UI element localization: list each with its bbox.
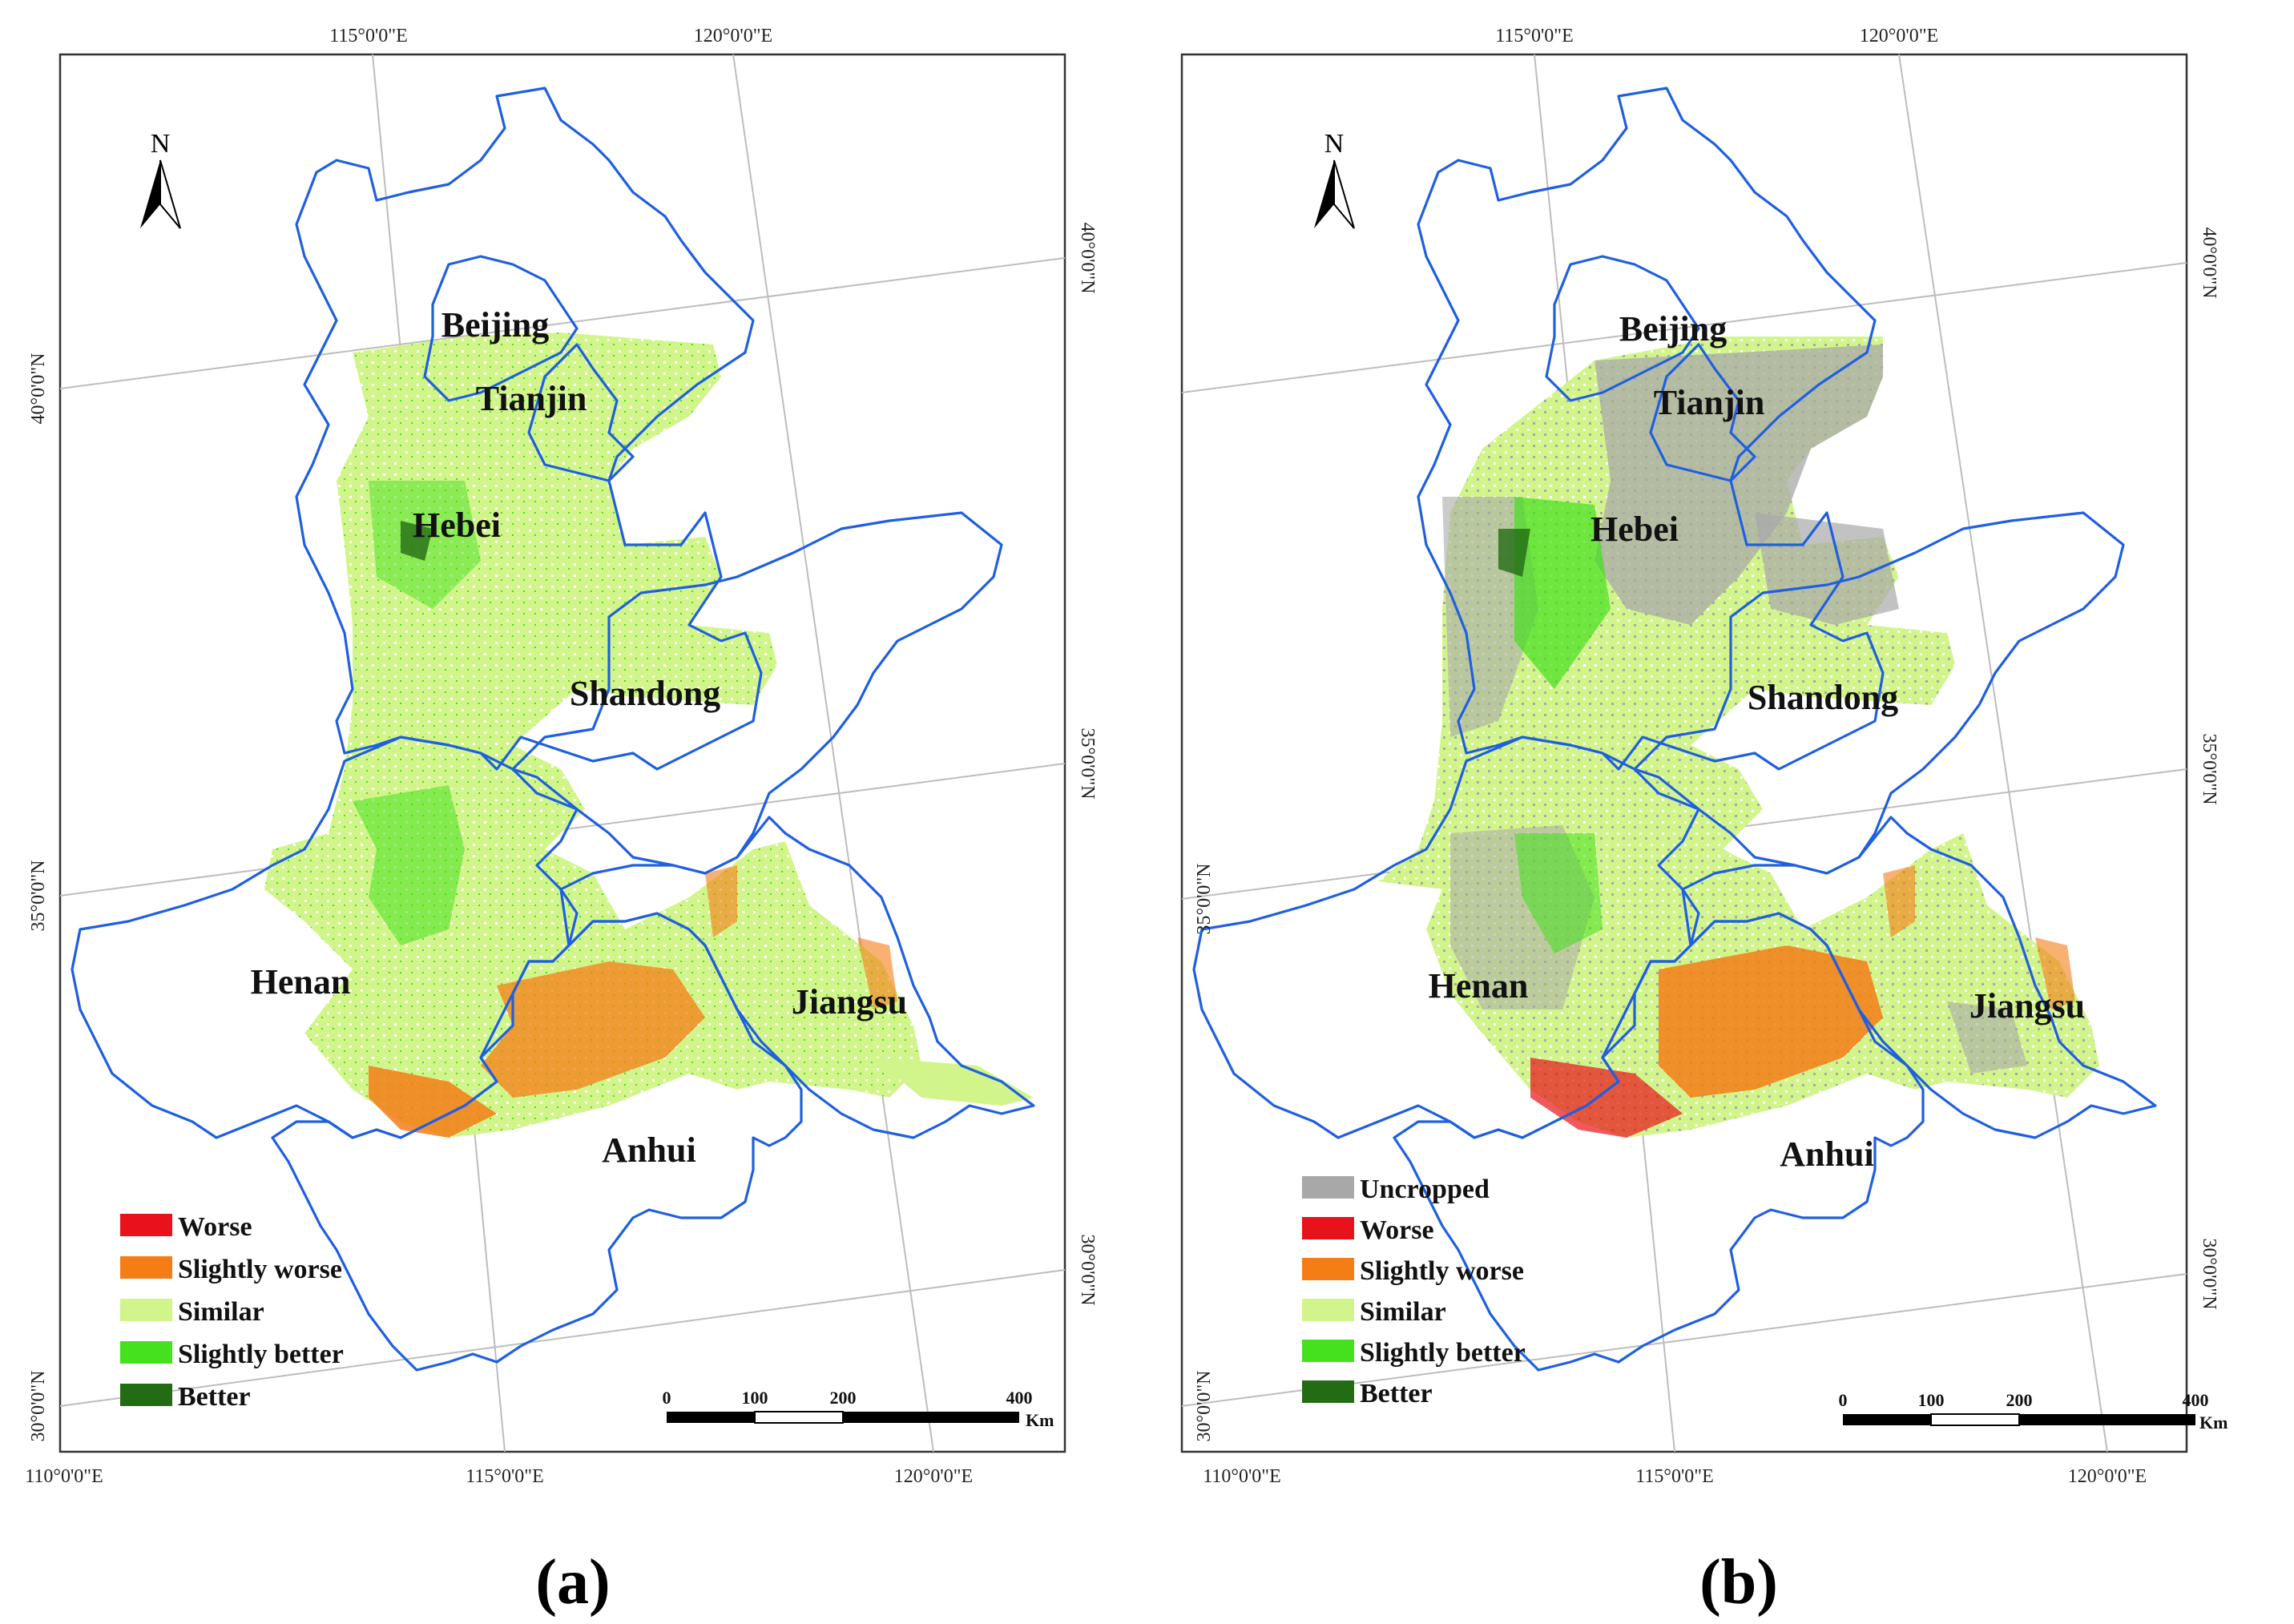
- legend-label-better: Better: [178, 1382, 251, 1412]
- legend-swatch-slightly-better: [120, 1341, 172, 1364]
- bottom-label-110: 110°0'0"E: [25, 1466, 103, 1487]
- scale-tick-0: 0: [663, 1388, 671, 1408]
- bottom-label-120: 120°0'0"E: [894, 1466, 973, 1487]
- legend-swatch-similar: [1302, 1299, 1354, 1321]
- cropland-raster: [1378, 336, 2099, 1138]
- right-label-35: 35°0'0"N: [2199, 733, 2219, 804]
- legend: Uncropped Worse Slightly worse Similar S…: [1302, 1175, 1526, 1408]
- left-label-35: 35°0'0"N: [28, 860, 49, 931]
- scale-tick-100: 100: [742, 1388, 768, 1408]
- top-label-120: 120°0'0"E: [694, 26, 772, 46]
- north-arrow: N: [140, 129, 181, 229]
- top-label-115: 115°0'0"E: [1495, 26, 1574, 46]
- province-boundaries: [71, 87, 1035, 1372]
- caption-a: (a): [535, 1547, 611, 1618]
- north-arrow: N: [1314, 129, 1355, 229]
- scale-tick-200: 200: [2006, 1390, 2033, 1410]
- province-labels: Beijing Tianjin Hebei Shandong Henan Jia…: [1429, 309, 2086, 1174]
- province-labels: Beijing Tianjin Hebei Shandong Henan Jia…: [251, 305, 908, 1170]
- scale-tick-400: 400: [1006, 1388, 1033, 1408]
- caption-b: (b): [1699, 1547, 1778, 1618]
- map-panel-a: N Beijing Tianjin Hebei Shandong Henan J…: [0, 0, 1147, 1522]
- legend-label-uncropped: Uncropped: [1360, 1175, 1490, 1204]
- label-hebei: Hebei: [413, 506, 501, 545]
- right-label-30: 30°0'0"N: [1077, 1234, 1098, 1305]
- legend-swatch-slightly-worse: [120, 1256, 172, 1279]
- cropland-raster: [264, 332, 1034, 1138]
- label-jiangsu: Jiangsu: [1969, 986, 2085, 1026]
- bottom-label-120: 120°0'0"E: [2068, 1466, 2147, 1487]
- scale-bar: 0 100 200 400 Km: [663, 1388, 1054, 1430]
- legend-swatch-better: [1302, 1380, 1354, 1403]
- label-henan: Henan: [251, 962, 351, 1001]
- label-tianjin: Tianjin: [1654, 383, 1765, 422]
- right-label-40: 40°0'0"N: [2199, 227, 2219, 298]
- right-label-30: 30°0'0"N: [2199, 1238, 2219, 1309]
- north-arrow-label: N: [1324, 129, 1345, 159]
- scale-tick-0: 0: [1839, 1390, 1848, 1410]
- bottom-label-110: 110°0'0"E: [1203, 1466, 1281, 1487]
- label-henan: Henan: [1429, 966, 1529, 1005]
- legend-label-better: Better: [1360, 1379, 1433, 1408]
- legend-label-slightly-better: Slightly better: [1360, 1338, 1526, 1368]
- label-beijing: Beijing: [1619, 309, 1727, 349]
- label-anhui: Anhui: [1780, 1134, 1873, 1174]
- right-label-40: 40°0'0"N: [1077, 222, 1098, 293]
- legend-swatch-worse: [1302, 1217, 1354, 1239]
- caption-a-letter: a: [557, 1547, 589, 1618]
- top-label-120: 120°0'0"E: [1860, 26, 1938, 46]
- label-shandong: Shandong: [570, 674, 720, 713]
- legend-label-similar: Similar: [178, 1297, 264, 1327]
- legend-swatch-similar: [120, 1299, 172, 1321]
- map-b-svg: N Beijing Tianjin Hebei Shandong Henan J…: [1152, 26, 2228, 1487]
- top-label-115: 115°0'0"E: [329, 26, 408, 46]
- legend-swatch-uncropped: [1302, 1176, 1354, 1199]
- label-anhui: Anhui: [602, 1130, 695, 1170]
- legend-label-worse: Worse: [178, 1212, 252, 1242]
- label-shandong: Shandong: [1748, 678, 1898, 717]
- legend-swatch-worse: [120, 1214, 172, 1236]
- bottom-label-115: 115°0'0"E: [466, 1466, 544, 1487]
- legend-swatch-slightly-better: [1302, 1340, 1354, 1362]
- legend-label-worse: Worse: [1360, 1215, 1434, 1245]
- caption-b-letter: b: [1720, 1547, 1757, 1618]
- scale-bar: 0 100 200 400 Km: [1839, 1390, 2228, 1433]
- left-label-40: 40°0'0"N: [28, 353, 49, 424]
- legend-label-slightly-worse: Slightly worse: [178, 1255, 342, 1284]
- left-label-30: 30°0'0"N: [1194, 1370, 1215, 1441]
- bottom-label-115: 115°0'0"E: [1635, 1466, 1714, 1487]
- scale-tick-100: 100: [1918, 1390, 1945, 1410]
- right-label-35: 35°0'0"N: [1077, 727, 1098, 799]
- label-jiangsu: Jiangsu: [792, 982, 907, 1022]
- province-boundaries: [1192, 87, 2157, 1372]
- left-label-30: 30°0'0"N: [28, 1370, 49, 1441]
- map-frame: [58, 53, 1066, 1453]
- map-a-svg: N Beijing Tianjin Hebei Shandong Henan J…: [25, 26, 1098, 1487]
- scale-unit: Km: [2199, 1412, 2227, 1433]
- graticule-labels: 115°0'0"E 120°0'0"E 110°0'0"E 115°0'0"E …: [25, 26, 1098, 1487]
- legend: Worse Slightly worse Similar Slightly be…: [120, 1212, 344, 1412]
- scale-tick-200: 200: [830, 1388, 857, 1408]
- scale-unit: Km: [1026, 1410, 1054, 1430]
- map-panel-b: N Beijing Tianjin Hebei Shandong Henan J…: [1152, 0, 2294, 1522]
- label-hebei: Hebei: [1590, 510, 1679, 549]
- north-arrow-label: N: [151, 129, 171, 159]
- label-tianjin: Tianjin: [476, 379, 587, 418]
- legend-label-slightly-better: Slightly better: [178, 1340, 344, 1369]
- left-label-35: 35°0'0"N: [1194, 863, 1215, 934]
- legend-label-slightly-worse: Slightly worse: [1360, 1256, 1524, 1286]
- scale-tick-400: 400: [2183, 1390, 2209, 1410]
- legend-swatch-slightly-worse: [1302, 1258, 1354, 1280]
- legend-label-similar: Similar: [1360, 1297, 1446, 1327]
- label-beijing: Beijing: [441, 305, 549, 345]
- legend-swatch-better: [120, 1384, 172, 1406]
